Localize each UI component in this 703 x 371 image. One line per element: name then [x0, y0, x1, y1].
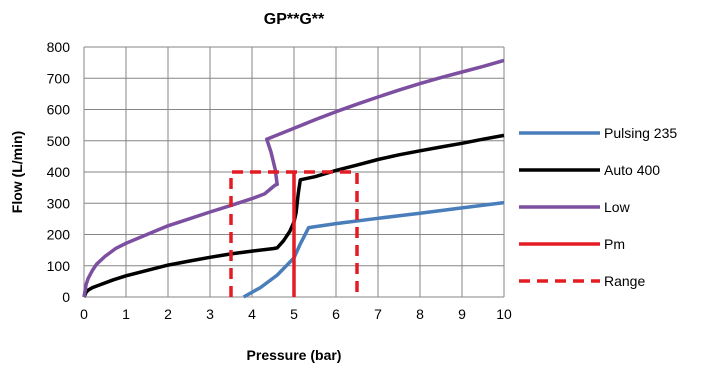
x-tick-label: 6 [332, 306, 340, 322]
legend-label-low: Low [604, 199, 631, 215]
x-tick-label: 4 [248, 306, 256, 322]
y-tick-label: 200 [47, 227, 71, 243]
legend-label-pulsing-235: Pulsing 235 [604, 125, 677, 141]
x-tick-label: 10 [496, 306, 512, 322]
x-tick-label: 5 [290, 306, 298, 322]
legend: Pulsing 235 Auto 400 Low Pm Range [519, 125, 677, 289]
y-tick-label: 700 [47, 70, 71, 86]
series-line-range [229, 170, 359, 297]
x-tick-label: 1 [122, 306, 130, 322]
x-tick-label: 0 [80, 306, 88, 322]
legend-label-auto-400: Auto 400 [604, 162, 660, 178]
series-line-pulsing-235 [242, 200, 505, 299]
x-tick-label: 9 [458, 306, 466, 322]
y-tick-label: 600 [47, 102, 71, 118]
legend-label-pm: Pm [604, 236, 625, 252]
data-series [82, 58, 505, 299]
y-tick-label: 100 [47, 258, 71, 274]
x-tick-label: 3 [206, 306, 214, 322]
series-line-auto-400 [82, 133, 505, 298]
y-tick-label: 800 [47, 39, 71, 55]
series-line-low [82, 58, 505, 298]
y-tick-label: 0 [62, 289, 70, 305]
legend-label-range: Range [604, 273, 645, 289]
x-tick-label: 8 [416, 306, 424, 322]
chart-title: GP**G** [264, 11, 325, 28]
y-tick-label: 500 [47, 133, 71, 149]
y-axis-title: Flow (L/min) [9, 131, 25, 213]
x-tick-label: 2 [164, 306, 172, 322]
x-tick-label: 7 [374, 306, 382, 322]
x-axis-title: Pressure (bar) [247, 347, 342, 363]
y-tick-label: 300 [47, 195, 71, 211]
y-tick-label: 400 [47, 164, 71, 180]
